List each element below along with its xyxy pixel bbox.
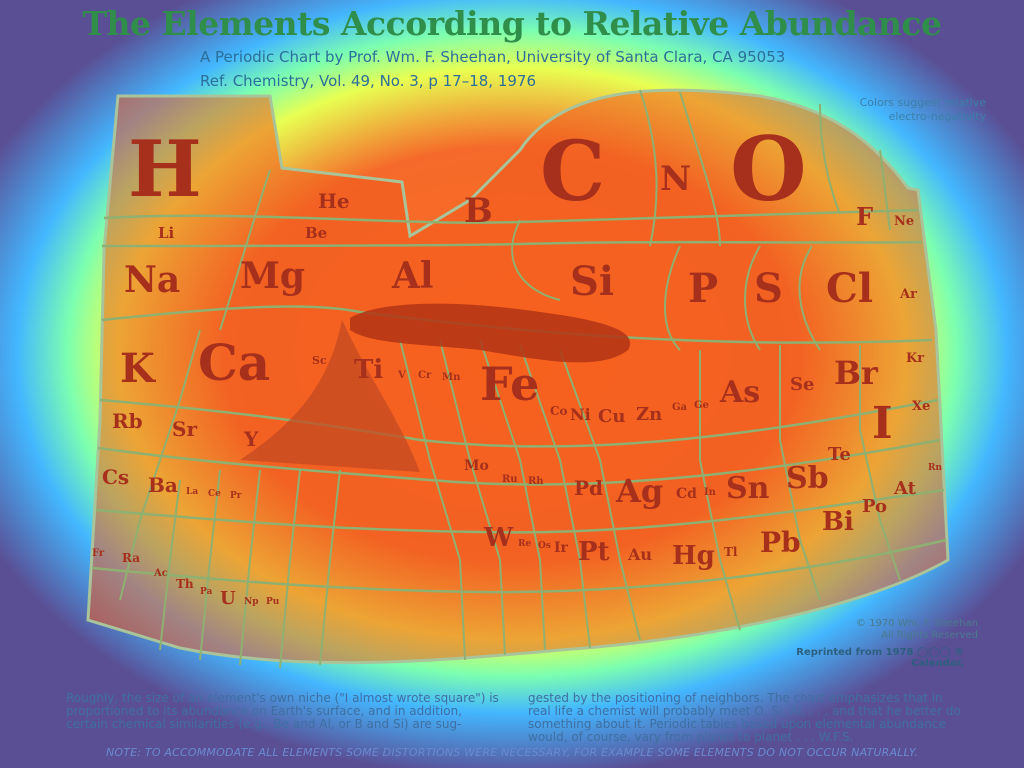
element-Os: Os [538, 541, 551, 551]
element-Pa: Pa [200, 587, 213, 597]
element-H: H [128, 124, 202, 215]
element-Pu: Pu [266, 597, 280, 607]
element-Ni: Ni [570, 405, 591, 424]
element-Ag: Ag [615, 472, 663, 510]
element-Pr: Pr [230, 491, 242, 501]
element-Rb: Rb [112, 409, 143, 433]
element-Au: Au [627, 545, 652, 564]
reprinted-note: Reprinted from 1978 ◯◯◯ ® Calendar. [796, 647, 964, 669]
element-Po: Po [862, 496, 887, 517]
element-Se: Se [790, 374, 814, 395]
element-Pd: Pd [574, 476, 603, 500]
element-He: He [318, 189, 350, 213]
element-Te: Te [828, 444, 851, 465]
element-W: W [483, 523, 514, 553]
element-U: U [220, 588, 236, 609]
footnote: NOTE: TO ACCOMMODATE ALL ELEMENTS SOME D… [105, 746, 919, 759]
element-Rh: Rh [528, 476, 544, 487]
element-Cs: Cs [102, 465, 129, 489]
element-K: K [120, 345, 156, 392]
element-C: C [540, 124, 605, 220]
copyright-line: © 1970 Wm. F. Sheehan [855, 618, 978, 629]
element-Mg: Mg [240, 255, 305, 297]
element-S: S [754, 265, 783, 312]
element-Mo: Mo [464, 458, 489, 474]
element-Ar: Ar [899, 287, 917, 302]
element-Y: Y [243, 427, 259, 451]
rights-line: All Rights Reserved [881, 630, 978, 641]
element-Np: Np [244, 597, 259, 607]
element-Rn: Rn [928, 463, 942, 473]
element-symbols: H He Li Be B C N O F Ne Na Mg Al Si P S … [92, 117, 942, 609]
element-B: B [464, 191, 493, 231]
subtitle-author: A Periodic Chart by Prof. Wm. F. Sheehan… [200, 48, 786, 66]
element-Kr: Kr [906, 351, 924, 366]
element-Fe: Fe [480, 357, 539, 411]
element-Co: Co [550, 404, 568, 418]
element-Sc: Sc [312, 354, 327, 367]
element-Tl: Tl [724, 545, 738, 559]
element-Ce: Ce [208, 489, 221, 499]
element-La: La [186, 487, 198, 497]
element-Ru: Ru [502, 474, 518, 485]
grid-columns [119, 89, 901, 669]
element-Ra: Ra [122, 551, 140, 565]
subtitle-reference: Ref. Chemistry, Vol. 49, No. 3, p 17–18,… [200, 72, 536, 90]
element-Si: Si [570, 258, 614, 305]
element-Ne: Ne [894, 214, 914, 229]
transition-bulge [350, 303, 631, 363]
element-As: As [719, 375, 760, 410]
element-Cd: Cd [676, 486, 697, 502]
element-Ti: Ti [354, 355, 383, 385]
element-Ga: Ga [672, 402, 688, 413]
element-Li: Li [158, 224, 175, 242]
element-Ca: Ca [198, 333, 270, 392]
element-In: In [704, 487, 717, 498]
rare-earth-fan [240, 320, 420, 472]
element-Be: Be [305, 224, 327, 242]
element-Fr: Fr [92, 548, 105, 559]
element-Xe: Xe [912, 399, 930, 414]
element-Al: Al [391, 255, 434, 297]
element-Ge: Ge [694, 400, 709, 411]
element-Cr: Cr [418, 370, 432, 381]
element-At: At [893, 478, 917, 499]
colors-note: Colors suggest relative electro-negativi… [859, 96, 986, 123]
element-Ir: Ir [554, 540, 569, 556]
element-N: N [660, 159, 691, 199]
element-P: P [688, 265, 718, 312]
element-Zn: Zn [636, 404, 662, 425]
element-Cu: Cu [598, 406, 625, 427]
body-text-right: gested by the positioning of neighbors. … [528, 691, 961, 744]
element-Sn: Sn [726, 471, 770, 506]
element-O: O [730, 117, 807, 221]
element-Bi: Bi [822, 507, 854, 537]
element-Cl: Cl [826, 265, 873, 312]
element-Th: Th [176, 577, 194, 591]
element-Sb: Sb [786, 461, 829, 496]
element-F: F [856, 202, 873, 231]
element-I: I [872, 398, 893, 449]
element-Sr: Sr [172, 417, 197, 441]
element-Br: Br [834, 354, 879, 392]
element-Mn: Mn [442, 372, 461, 383]
element-Hg: Hg [672, 541, 715, 571]
element-Ac: Ac [153, 568, 168, 579]
body-text-left: Roughly, the size of an element's own ni… [66, 691, 499, 731]
element-Pt: Pt [578, 537, 610, 567]
element-Na: Na [124, 259, 180, 301]
page-title: The Elements According to Relative Abund… [82, 4, 942, 43]
element-Re: Re [518, 539, 531, 549]
element-V: V [397, 370, 406, 381]
element-Pb: Pb [760, 526, 801, 559]
element-Ba: Ba [148, 473, 178, 497]
